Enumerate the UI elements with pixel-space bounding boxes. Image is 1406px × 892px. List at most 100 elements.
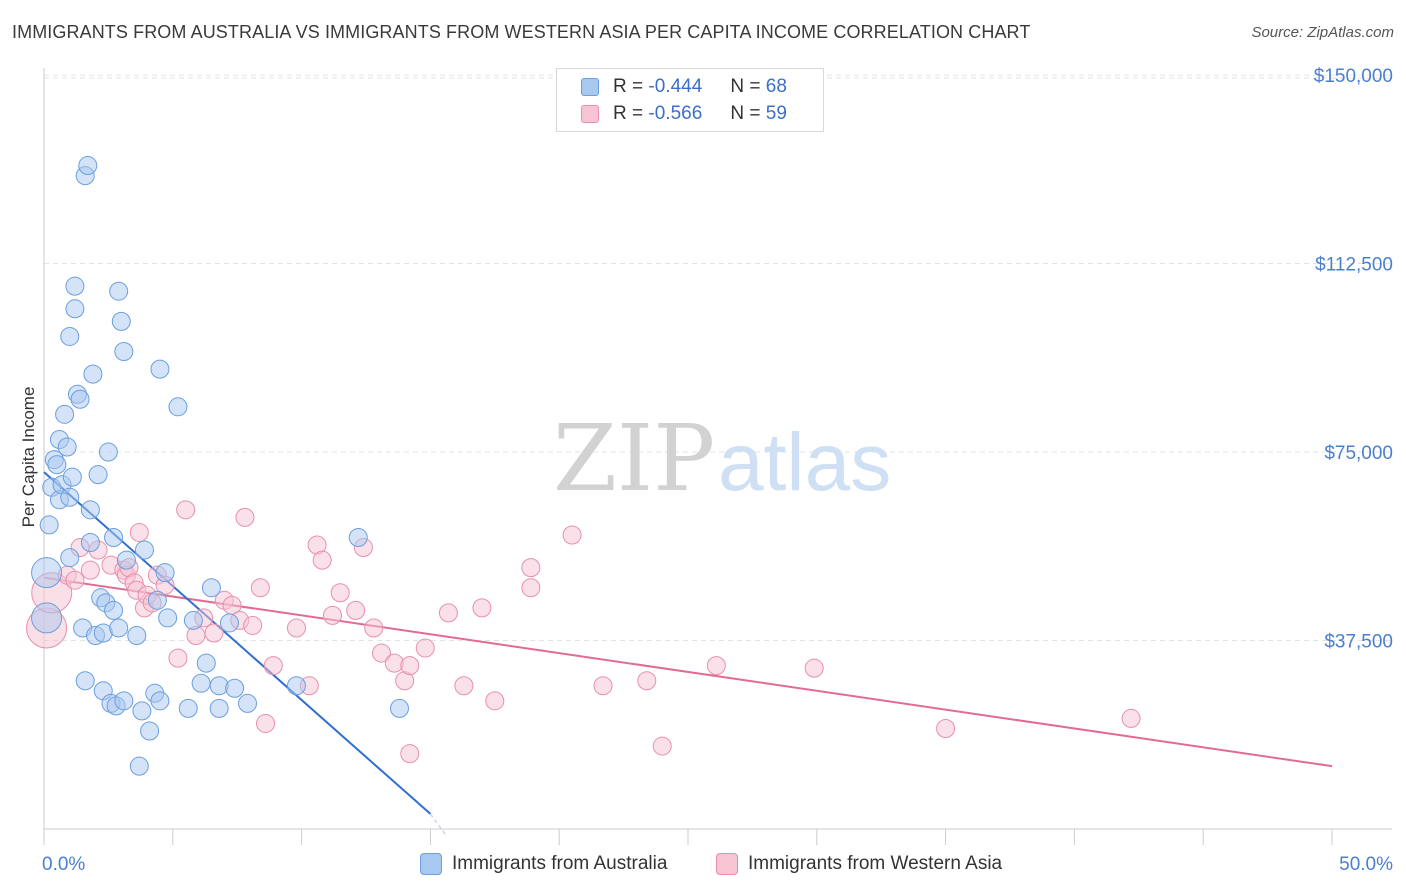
point-western-asia xyxy=(400,744,420,764)
point-australia xyxy=(147,590,167,610)
point-western-asia xyxy=(521,578,541,598)
legend-row-western-asia: R = -0.566 N = 59 xyxy=(581,102,787,126)
bottom-legend-western-asia: Immigrants from Western Asia xyxy=(716,851,1002,877)
legend-swatch-blue xyxy=(581,78,599,96)
point-australia xyxy=(150,359,170,379)
point-western-asia xyxy=(312,550,332,570)
trend-lines xyxy=(43,471,1333,836)
legend-r-label: R = xyxy=(613,76,644,97)
y-tick-label: $75,000 xyxy=(1324,443,1393,464)
point-australia xyxy=(39,515,59,535)
point-australia xyxy=(140,721,160,741)
point-western-asia xyxy=(235,507,255,527)
point-western-asia xyxy=(176,500,196,520)
point-western-asia xyxy=(562,525,582,545)
point-australia xyxy=(88,465,108,485)
point-australia xyxy=(31,602,63,634)
legend-row-australia: R = -0.444 N = 68 xyxy=(581,75,787,99)
point-western-asia xyxy=(168,648,188,668)
chart-title: IMMIGRANTS FROM AUSTRALIA VS IMMIGRANTS … xyxy=(12,22,1031,42)
point-australia xyxy=(196,653,216,673)
point-australia xyxy=(178,698,198,718)
tick-labels: $37,500 $75,000 $112,500 $150,000 0.0% 50.0% xyxy=(42,66,1393,875)
point-australia xyxy=(83,364,103,384)
point-western-asia xyxy=(400,656,420,676)
point-western-asia xyxy=(256,713,276,733)
y-tick-label: $37,500 xyxy=(1324,632,1393,653)
point-western-asia xyxy=(330,583,350,603)
point-australia xyxy=(60,548,80,568)
point-australia xyxy=(109,281,129,301)
point-western-asia xyxy=(706,656,726,676)
legend-n-label: N = xyxy=(730,76,761,97)
series-australia-points xyxy=(31,156,409,776)
point-western-asia xyxy=(129,522,149,542)
point-western-asia xyxy=(637,671,657,691)
point-western-asia xyxy=(652,736,672,756)
watermark-atlas: atlas xyxy=(718,417,891,508)
point-australia xyxy=(183,610,203,630)
legend-r-value-australia: -0.444 xyxy=(648,76,703,97)
point-australia xyxy=(168,397,188,417)
x-tick-label: 0.0% xyxy=(42,854,85,875)
bottom-legend-label-australia: Immigrants from Australia xyxy=(452,853,668,874)
point-western-asia xyxy=(521,558,541,578)
x-tick-label: 50.0% xyxy=(1339,854,1393,875)
point-australia xyxy=(80,500,100,520)
point-western-asia xyxy=(438,603,458,623)
point-australia xyxy=(78,156,98,176)
bottom-legend-label-western-asia: Immigrants from Western Asia xyxy=(748,853,1003,874)
point-australia xyxy=(158,608,178,628)
point-western-asia xyxy=(286,618,306,638)
y-tick-label: $112,500 xyxy=(1315,255,1393,276)
point-western-asia xyxy=(1121,708,1141,728)
point-australia xyxy=(80,533,100,553)
point-australia xyxy=(70,389,90,409)
point-australia xyxy=(134,540,154,560)
point-australia xyxy=(57,437,77,457)
point-australia xyxy=(62,467,82,487)
point-australia xyxy=(47,455,67,475)
point-australia xyxy=(225,678,245,698)
point-australia xyxy=(238,693,258,713)
legend-n-value-australia: 68 xyxy=(765,76,787,97)
point-australia xyxy=(104,600,124,620)
point-western-asia xyxy=(80,560,100,580)
point-australia xyxy=(201,578,221,598)
source-label: Source: ZipAtlas.com xyxy=(1251,24,1394,41)
point-western-asia xyxy=(415,638,435,658)
point-australia xyxy=(109,618,129,638)
legend-r-label: R = xyxy=(613,103,644,124)
point-australia xyxy=(219,613,239,633)
point-australia xyxy=(348,527,368,547)
point-australia xyxy=(116,550,136,570)
y-axis-label: Per Capita Income xyxy=(19,387,38,528)
point-australia xyxy=(65,276,85,296)
point-western-asia xyxy=(243,615,263,635)
point-australia xyxy=(65,299,85,319)
point-australia xyxy=(111,311,131,331)
point-australia xyxy=(209,698,229,718)
point-australia xyxy=(127,625,147,645)
point-australia xyxy=(31,557,63,589)
point-australia xyxy=(98,442,118,462)
point-western-asia xyxy=(323,605,343,625)
legend-swatch-pink xyxy=(581,105,599,123)
point-australia xyxy=(132,701,152,721)
point-australia xyxy=(191,673,211,693)
trend-line-australia-extension xyxy=(429,813,447,836)
point-australia xyxy=(75,671,95,691)
point-australia xyxy=(155,563,175,583)
point-western-asia xyxy=(454,676,474,696)
point-australia xyxy=(150,691,170,711)
point-australia xyxy=(114,342,134,362)
point-western-asia xyxy=(472,598,492,618)
bottom-legend-swatch-pink xyxy=(716,853,738,875)
bottom-legend-swatch-blue xyxy=(420,853,442,875)
point-western-asia xyxy=(204,623,224,643)
point-australia xyxy=(389,698,409,718)
legend-n-value-western-asia: 59 xyxy=(765,103,787,124)
axes xyxy=(43,68,1392,845)
watermark: ZIP atlas xyxy=(553,405,891,512)
